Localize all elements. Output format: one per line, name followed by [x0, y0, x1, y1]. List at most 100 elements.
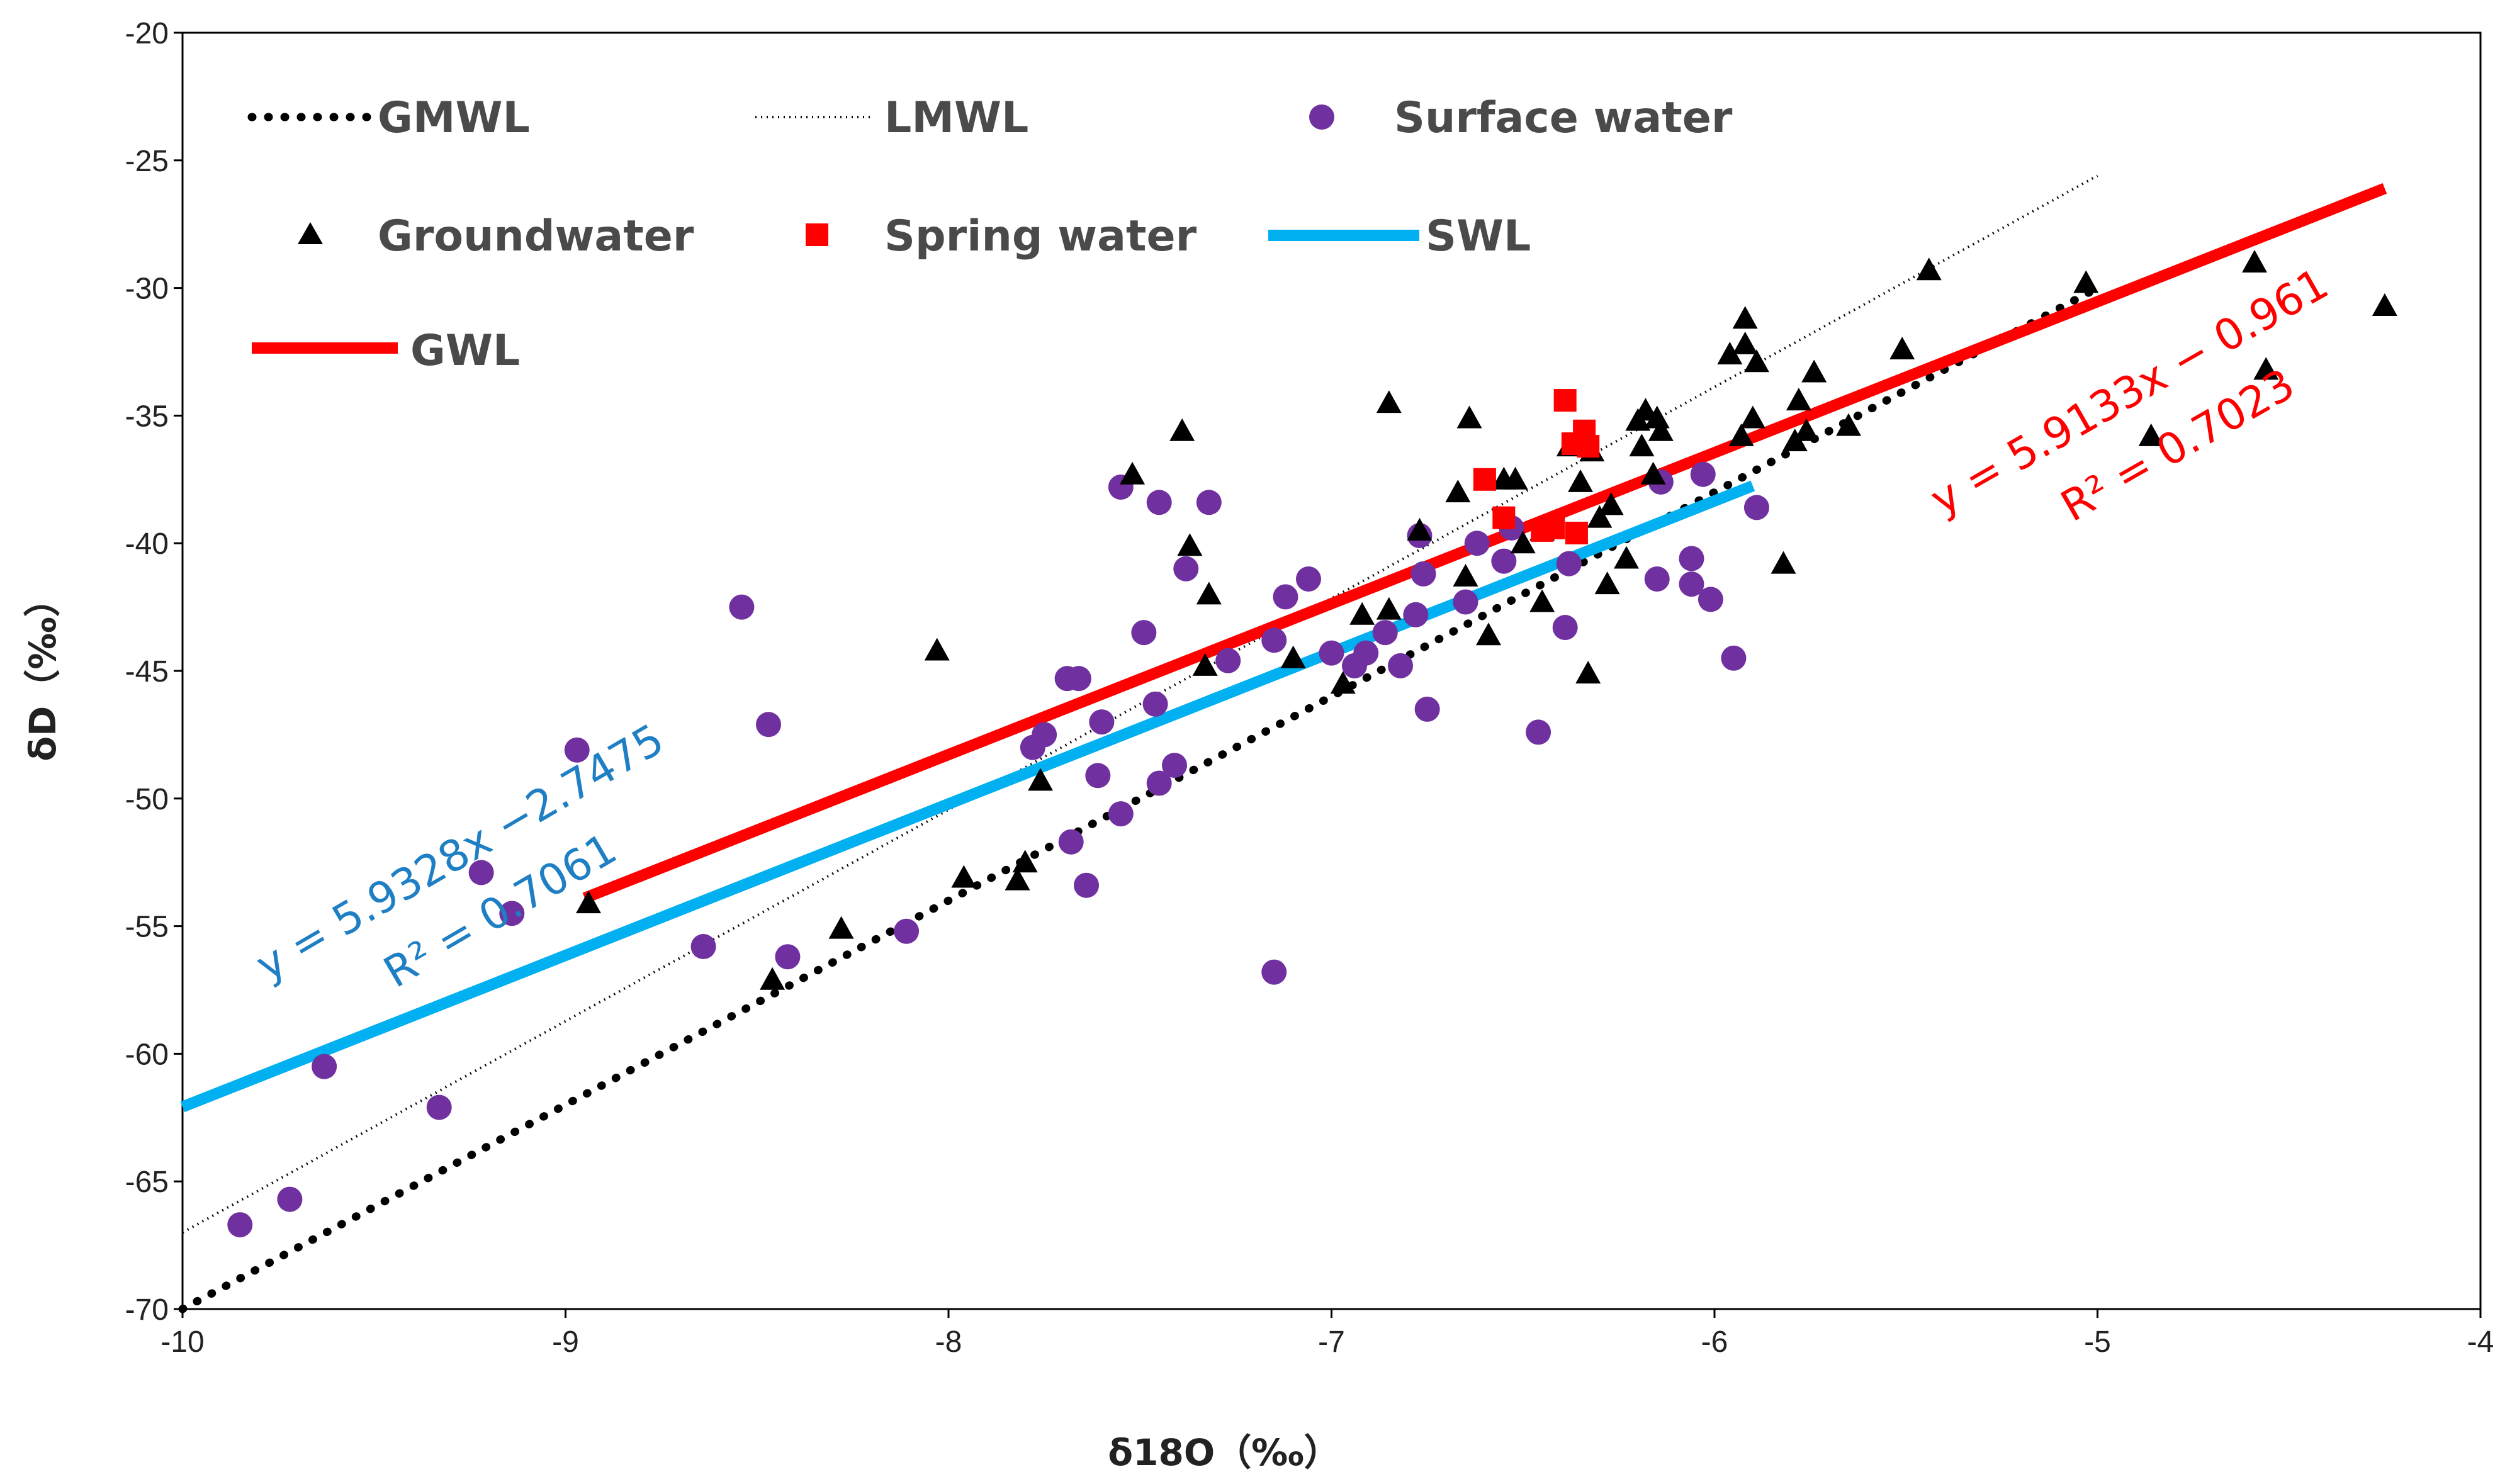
groundwater-point	[1835, 413, 1861, 436]
groundwater-point	[1786, 388, 1811, 411]
surface-water-point	[1162, 753, 1188, 779]
legend-lmwl-label: LMWL	[884, 93, 1028, 143]
legend-swl-label: SWL	[1426, 211, 1531, 261]
x-axis-title: δ18O（‰）	[1108, 1431, 1340, 1474]
surface-water-point	[690, 934, 716, 960]
surface-water-point	[1089, 709, 1115, 735]
surface-water-point	[1453, 589, 1478, 615]
surface-water-point	[426, 1094, 452, 1120]
legend-surface-label: Surface water	[1394, 93, 1733, 143]
groundwater-point	[1794, 418, 1820, 441]
groundwater-point	[1614, 546, 1640, 569]
surface-water-point	[1319, 640, 1344, 666]
y-tick-label: -65	[125, 1166, 169, 1199]
line-swl	[180, 480, 1755, 1113]
y-axis-ticks: -20 -25 -30 -35 -40 -45 -50 -55 -60 -65 -70	[125, 17, 183, 1327]
surface-water-point	[1552, 615, 1578, 641]
groundwater-point	[1568, 469, 1594, 492]
surface-water-point	[1644, 566, 1670, 592]
spring-water-point	[1565, 521, 1588, 544]
groundwater-point	[760, 967, 785, 990]
groundwater-point	[1598, 492, 1624, 515]
groundwater-point	[1028, 768, 1054, 791]
surface-water-point	[729, 594, 755, 620]
groundwater-point	[1475, 622, 1501, 646]
groundwater-point	[1349, 602, 1375, 625]
surface-water-point	[894, 918, 920, 944]
groundwater-point	[1445, 480, 1471, 503]
spring-water-point	[1473, 468, 1496, 491]
groundwater-point	[1376, 597, 1402, 620]
x-tick-label: -6	[1701, 1325, 1728, 1359]
surface-water-point	[1074, 872, 1100, 898]
y-tick-label: -70	[125, 1293, 169, 1327]
y-tick-label: -20	[125, 17, 169, 50]
surface-water-point	[1743, 495, 1769, 520]
groundwater-point	[1740, 405, 1765, 429]
spring-water-point	[1553, 389, 1577, 412]
groundwater-point	[1529, 589, 1555, 612]
spring-water-point	[1492, 506, 1516, 529]
legend-gmwl-label: GMWL	[378, 93, 530, 143]
x-tick-label: -8	[935, 1325, 962, 1359]
y-tick-label: -30	[125, 273, 169, 306]
groundwater-point	[1717, 342, 1743, 365]
surface-water-point	[1491, 548, 1517, 574]
surface-water-point	[756, 712, 782, 738]
data-points	[227, 250, 2397, 1238]
x-axis-ticks: -10 -9 -8 -7 -6 -5 -4	[160, 1309, 2494, 1359]
surface-water-point	[1196, 490, 1222, 515]
groundwater-point	[1280, 645, 1306, 668]
surface-water-point	[1131, 620, 1157, 646]
spring-water-point	[1577, 435, 1600, 458]
legend-spring-label: Spring water	[884, 211, 1197, 261]
groundwater-point	[1120, 461, 1146, 485]
legend-spring-swatch	[806, 223, 828, 246]
x-tick-label: -4	[2467, 1325, 2494, 1359]
surface-water-point	[1414, 696, 1440, 722]
surface-water-point	[1066, 666, 1091, 692]
groundwater-point	[1192, 653, 1218, 676]
groundwater-point	[1640, 461, 1666, 485]
groundwater-point	[2372, 293, 2397, 316]
surface-water-point	[1679, 571, 1704, 597]
groundwater-point	[1732, 306, 1758, 329]
groundwater-point	[1407, 517, 1433, 541]
groundwater-point	[924, 638, 950, 661]
surface-water-point	[1353, 640, 1379, 666]
surface-water-point	[1295, 566, 1321, 592]
surface-water-point	[1142, 691, 1168, 717]
groundwater-point	[576, 891, 602, 914]
y-tick-label: -25	[125, 145, 169, 178]
surface-water-point	[1058, 829, 1084, 855]
groundwater-point	[1575, 661, 1601, 684]
surface-water-point	[1215, 648, 1241, 673]
surface-water-point	[1388, 653, 1414, 678]
groundwater-point	[1510, 531, 1536, 554]
legend-surface-swatch	[1309, 104, 1334, 130]
groundwater-point	[1376, 390, 1402, 413]
surface-water-point	[1173, 556, 1199, 582]
groundwater-point	[1012, 850, 1038, 873]
surface-water-point	[1146, 490, 1172, 515]
surface-water-point	[564, 737, 590, 763]
groundwater-point	[1169, 418, 1195, 441]
legend-gwl-label: GWL	[410, 326, 520, 376]
groundwater-point	[1453, 563, 1478, 587]
groundwater-point	[1644, 405, 1670, 429]
surface-water-point	[468, 860, 494, 885]
groundwater-point	[1177, 533, 1203, 556]
surface-water-point	[1721, 645, 1747, 671]
legend: GMWL LMWL Surface water Groundwater Spri…	[247, 93, 1733, 376]
groundwater-point	[1629, 434, 1655, 457]
groundwater-point	[1594, 571, 1620, 595]
x-tick-label: -10	[160, 1325, 204, 1359]
surface-water-point	[1698, 587, 1723, 612]
groundwater-point	[1889, 336, 1915, 359]
y-tick-label: -50	[125, 783, 169, 816]
y-tick-label: -40	[125, 527, 169, 561]
y-tick-label: -45	[125, 655, 169, 689]
surface-water-point	[499, 901, 525, 926]
legend-ground-swatch	[298, 222, 323, 244]
